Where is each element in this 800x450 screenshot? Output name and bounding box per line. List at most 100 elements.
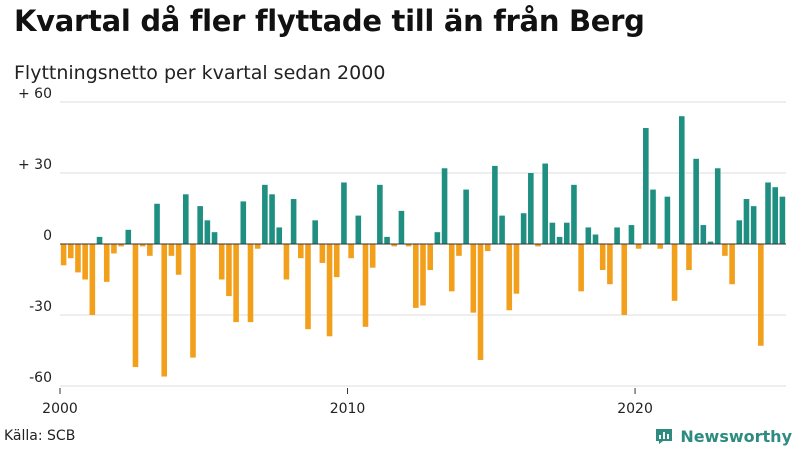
bar bbox=[506, 244, 513, 311]
bar bbox=[132, 244, 139, 368]
bar bbox=[276, 227, 283, 244]
bar bbox=[750, 206, 757, 244]
bar bbox=[492, 165, 498, 244]
bar bbox=[262, 184, 268, 244]
bar bbox=[477, 244, 484, 360]
bar bbox=[247, 244, 254, 323]
bar bbox=[707, 241, 714, 244]
bar bbox=[528, 173, 534, 244]
bar bbox=[391, 244, 398, 247]
bar bbox=[420, 244, 426, 306]
bar bbox=[765, 182, 771, 244]
bar bbox=[298, 244, 304, 259]
bar bbox=[111, 244, 117, 254]
source-note: Källa: SCB bbox=[4, 428, 76, 444]
y-tick-label: + 30 bbox=[18, 157, 52, 173]
bar bbox=[779, 196, 786, 244]
bar bbox=[571, 184, 577, 244]
bar bbox=[240, 201, 247, 244]
bar bbox=[75, 244, 81, 273]
bar bbox=[513, 244, 520, 294]
brand-logo: Newsworthy bbox=[654, 426, 792, 446]
bar bbox=[269, 194, 275, 244]
bar bbox=[333, 244, 340, 278]
bar bbox=[427, 244, 433, 271]
bar bbox=[183, 194, 189, 244]
bar bbox=[578, 244, 584, 292]
bar bbox=[103, 244, 110, 282]
bar bbox=[549, 222, 556, 244]
bar bbox=[657, 244, 663, 249]
bar bbox=[520, 213, 527, 244]
bar bbox=[499, 215, 505, 244]
bar bbox=[678, 116, 685, 244]
bar bbox=[161, 244, 168, 377]
bar bbox=[384, 236, 390, 244]
bar bbox=[233, 244, 239, 323]
bars bbox=[60, 116, 786, 377]
bar bbox=[405, 244, 412, 247]
bar bbox=[714, 168, 721, 244]
bar bbox=[118, 244, 124, 247]
bar bbox=[82, 244, 88, 280]
bar bbox=[456, 244, 462, 256]
bar bbox=[434, 232, 441, 244]
bar bbox=[614, 227, 620, 244]
bar bbox=[484, 244, 491, 252]
bar bbox=[96, 236, 103, 244]
y-tick-label: -60 bbox=[29, 370, 52, 386]
bar bbox=[326, 244, 333, 337]
bar bbox=[305, 244, 311, 330]
bar bbox=[312, 220, 318, 244]
bar bbox=[585, 227, 592, 244]
bar bbox=[729, 244, 735, 285]
bar bbox=[355, 215, 362, 244]
bar bbox=[211, 232, 218, 244]
bar bbox=[398, 210, 405, 244]
bar bbox=[125, 229, 132, 244]
bar bbox=[168, 244, 175, 256]
y-tick-label: 0 bbox=[43, 228, 52, 244]
bar bbox=[218, 244, 225, 280]
bar bbox=[621, 244, 628, 315]
bar bbox=[348, 244, 354, 259]
bar bbox=[139, 244, 146, 247]
bar bbox=[369, 244, 376, 268]
bar bbox=[89, 244, 96, 315]
brand-name: Newsworthy bbox=[680, 426, 792, 446]
bar bbox=[226, 244, 232, 297]
bar bbox=[592, 234, 599, 244]
x-tick-label: 2020 bbox=[617, 401, 653, 417]
bar bbox=[650, 189, 656, 244]
bar bbox=[319, 244, 326, 263]
bar bbox=[693, 158, 699, 244]
bar bbox=[67, 244, 74, 259]
bar bbox=[154, 203, 160, 244]
chart-title: Kvartal då fler flyttade till än från Be… bbox=[14, 4, 645, 38]
bar bbox=[722, 244, 728, 256]
bar bbox=[736, 220, 743, 244]
bar bbox=[542, 163, 548, 244]
x-axis: 2000 2010 2020 bbox=[42, 388, 653, 417]
bar bbox=[341, 182, 347, 244]
bar bbox=[772, 187, 779, 244]
bar bbox=[470, 244, 477, 313]
bar bbox=[643, 128, 649, 244]
bar bbox=[758, 244, 764, 346]
y-axis: + 60 + 30 0 -30 -60 bbox=[18, 86, 52, 386]
bar bbox=[362, 244, 369, 327]
bar bbox=[599, 244, 606, 271]
bar bbox=[254, 244, 261, 249]
bar bbox=[686, 244, 692, 271]
bar bbox=[290, 199, 297, 244]
x-tick-label: 2000 bbox=[42, 401, 78, 417]
bar bbox=[60, 244, 67, 266]
x-tick-label: 2010 bbox=[330, 401, 366, 417]
bar bbox=[607, 244, 613, 285]
bar bbox=[671, 244, 678, 301]
bar bbox=[664, 196, 671, 244]
bar bbox=[628, 225, 635, 244]
bar bbox=[147, 244, 153, 256]
bar bbox=[463, 189, 469, 244]
